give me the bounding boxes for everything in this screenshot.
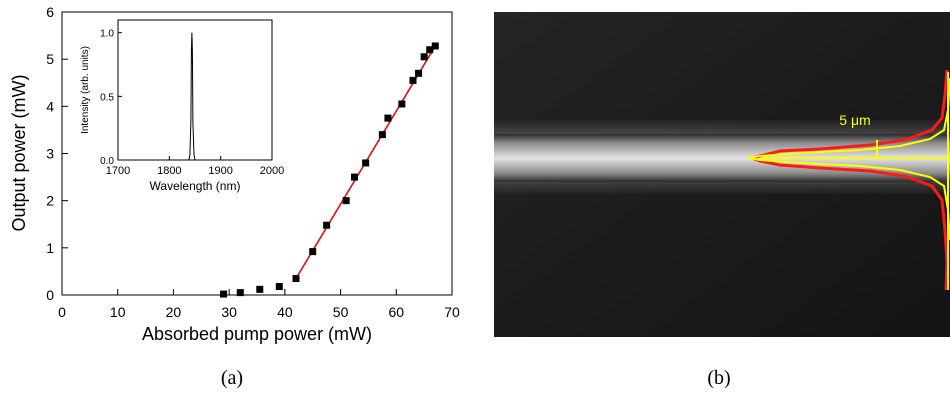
data-point: [409, 76, 417, 84]
data-points: [220, 42, 439, 298]
x-tick-label: 30: [221, 304, 237, 320]
x-axis-ticks: 0 10 20 30 40 50 60 70: [58, 289, 460, 320]
x-tick-label: 40: [277, 304, 293, 320]
panel-b-caption: (b): [707, 367, 730, 389]
data-point: [362, 159, 370, 167]
panel-b-image: 5 μm (b): [494, 12, 950, 389]
data-point: [415, 69, 423, 77]
data-point: [351, 173, 358, 181]
inset-y-axis-label: Intensity (arb. units): [80, 46, 91, 134]
data-point: [275, 283, 283, 291]
y-tick-label: 0: [46, 287, 54, 303]
x-tick-label: 60: [388, 304, 404, 320]
y-tick-label: 6: [46, 4, 54, 20]
data-point: [256, 285, 264, 293]
data-point: [323, 221, 331, 229]
scale-label: 5 μm: [839, 112, 870, 128]
inset-x-tick-label: 1700: [106, 165, 130, 177]
spectrum-line: [118, 32, 272, 161]
y-axis-label: Output power (mW): [9, 74, 29, 231]
inset-frame: [117, 19, 273, 161]
fit-profile-curve: [747, 77, 950, 241]
data-point: [426, 46, 434, 54]
x-tick-label: 50: [333, 304, 349, 320]
y-tick-label: 3: [46, 146, 54, 162]
y-tick-label: 5: [46, 51, 54, 67]
panel-a-caption: (a): [221, 367, 243, 389]
data-point: [384, 114, 392, 122]
data-point: [342, 197, 350, 205]
inset-x-axis-label: Wavelength (nm): [150, 179, 241, 193]
x-axis-label: Absorbed pump power (mW): [142, 324, 372, 344]
y-tick-label: 2: [46, 193, 54, 209]
inset-x-tick-label: 1800: [157, 165, 181, 177]
data-point: [220, 290, 228, 298]
x-tick-label: 10: [110, 304, 126, 320]
data-point: [236, 289, 244, 297]
data-point: [292, 274, 300, 282]
data-point: [378, 131, 386, 139]
data-point: [431, 42, 439, 50]
x-tick-label: 70: [444, 304, 460, 320]
inset-spectrum-chart: 1700 1800 1900 2000 0.0 0.5 1.0 Wavelength (n…: [80, 19, 284, 193]
x-tick-label: 20: [166, 304, 182, 320]
x-tick-label: 0: [58, 304, 66, 320]
y-tick-label: 4: [46, 98, 54, 114]
data-point: [420, 53, 428, 61]
data-point: [398, 100, 406, 108]
inset-x-tick-label: 2000: [260, 165, 284, 177]
y-axis-ticks: 0 1 2 3 4 5 6: [46, 4, 68, 303]
y-tick-label: 1: [46, 240, 54, 256]
inset-y-tick-label: 0.5: [100, 92, 114, 103]
inset-y-tick-label: 1.0: [100, 29, 114, 40]
panel-a-chart: 0 10 20 30 40 50 60 70 0 1 2 3 4 5 6 Absorbed pump po…: [9, 4, 460, 389]
inset-x-tick-label: 1900: [208, 165, 232, 177]
inset-y-tick-label: 0.0: [100, 156, 114, 167]
data-point: [309, 248, 317, 256]
inset-x-axis-ticks: 1700 1800 1900 2000: [106, 156, 284, 177]
